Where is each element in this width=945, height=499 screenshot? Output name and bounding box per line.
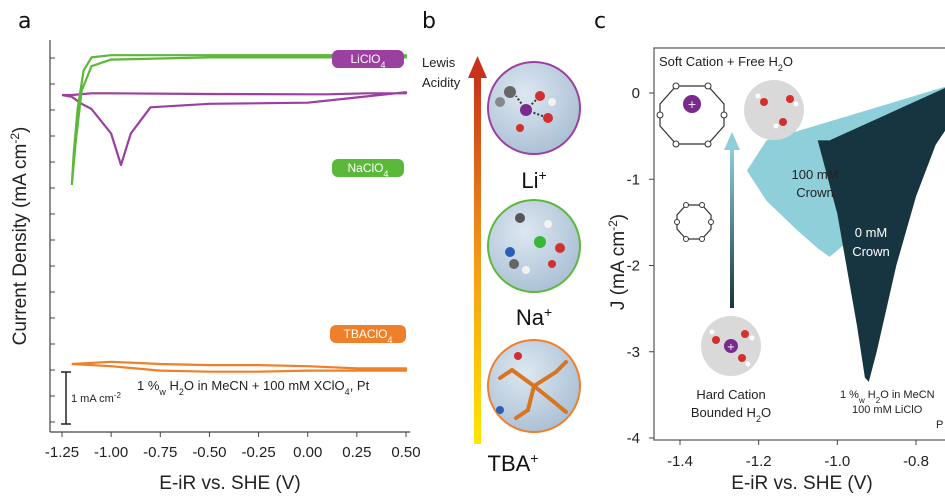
y-tick-label: -3 (627, 344, 640, 361)
lewis-label-2: Acidity (422, 75, 461, 90)
x-tick-label: -0.75 (143, 444, 177, 461)
na-molecule-icon (505, 213, 565, 274)
bound-water-sphere: + (701, 316, 761, 376)
x-tick-label: -0.8 (903, 453, 929, 470)
badge-label: NaClO4 (347, 161, 388, 179)
x-tick-label: 0.50 (391, 444, 420, 461)
condition-text-c-3: P (936, 419, 943, 431)
caption-soft-cation: Soft Cation + Free H2O (659, 54, 793, 73)
x-ticks-c: -1.4 -1.2 -1.0 -0.8 (667, 440, 929, 470)
label-0mm-crown-2: Crown (852, 244, 890, 259)
scale-bar-label: 1 mA cm-2 (71, 391, 121, 406)
y-tick-label: -2 (627, 258, 640, 275)
y-ticks-c: 0 -1 -2 -3 -4 (627, 85, 654, 447)
svg-text:+: + (687, 98, 696, 111)
label-100mm-crown-1: 100 mM (792, 167, 839, 182)
x-tick-label: -0.50 (192, 444, 226, 461)
x-ticks-a: -1.25 -1.00 -0.75 -0.50 -0.25 0.00 0.25 0.50 (45, 432, 421, 461)
free-water-sphere (744, 80, 804, 140)
caption-hard-cation: Hard Cation (696, 387, 765, 402)
lewis-label-1: Lewis (422, 55, 456, 70)
li-ion-label: Li+ (521, 167, 546, 193)
condition-text-c-1: 1 %w H2O in MeCN (840, 389, 935, 405)
tba-molecule-icon (498, 360, 568, 420)
caption-bounded-water: Bounded H2O (691, 405, 771, 424)
x-tick-label: -1.4 (667, 453, 693, 470)
y-axis-label-c: J (mA cm-2) (606, 214, 629, 310)
lewis-acidity-arrow (468, 56, 487, 444)
series-line-liclo4 (61, 91, 408, 167)
crown-ether-cation-icon: + (656, 82, 728, 148)
y-tick-label: 0 (632, 85, 640, 102)
panel-letter-c: c (594, 9, 606, 34)
na-ion-label: Na+ (516, 304, 552, 330)
x-tick-label: 0.00 (293, 444, 322, 461)
panel-letter-a: a (18, 9, 31, 34)
label-0mm-crown-1: 0 mM (855, 225, 888, 240)
panel-a: a -1.25 -1.00 -0.75 -0.50 -0.25 0.00 0.25 0.50 … (8, 9, 421, 494)
condition-text-c-2: 100 mM LiClO (852, 404, 923, 416)
panel-b: b Lewis Acidity Li+ (422, 9, 581, 476)
svg-text:+: + (727, 342, 735, 353)
crown-ether-icon (674, 202, 714, 242)
panel-c: c 100 mM Crown 0 mM Crown 0 -1 -2 -3 -4 -1.4… (594, 9, 945, 494)
transition-arrow (724, 132, 740, 308)
badge-label: LiClO4 (350, 52, 385, 70)
tba-ion-label: TBA+ (488, 450, 539, 476)
scale-bar: 1 mA cm-2 (61, 371, 121, 425)
na-cation-sphere (487, 199, 581, 293)
badge-tbaclo4: TBAClO4 (330, 325, 406, 345)
series-line-naclo4 (70, 54, 408, 186)
badge-naclo4: NaClO4 (332, 159, 404, 179)
condition-text-a: 1 %w H2O in MeCN + 100 mM XClO4, Pt (137, 378, 370, 397)
li-molecule-icon (495, 86, 556, 132)
area-0mm-crown (817, 88, 945, 382)
x-tick-label: -1.2 (746, 453, 772, 470)
series-line-tbaclo4 (71, 360, 408, 373)
y-tick-label: -1 (627, 171, 640, 188)
x-tick-label: 0.25 (342, 444, 371, 461)
panel-letter-b: b (422, 9, 436, 34)
x-axis-label-c: E-iR vs. SHE (V) (731, 473, 872, 494)
y-axis-label-a: Current Density (mA cm-2) (8, 127, 31, 346)
badge-label: TBAClO4 (343, 327, 392, 345)
badge-liclo4: LiClO4 (332, 50, 404, 70)
li-cation-sphere (487, 61, 581, 155)
tba-cation-sphere (487, 339, 581, 433)
x-tick-label: -1.0 (824, 453, 850, 470)
x-axis-label-a: E-iR vs. SHE (V) (159, 473, 300, 494)
y-tick-label: -4 (627, 430, 640, 447)
y-ticks-a (50, 57, 55, 423)
x-tick-label: -1.25 (45, 444, 79, 461)
x-tick-label: -0.25 (241, 444, 275, 461)
x-tick-label: -1.00 (94, 444, 128, 461)
label-100mm-crown-2: Crown (796, 185, 834, 200)
